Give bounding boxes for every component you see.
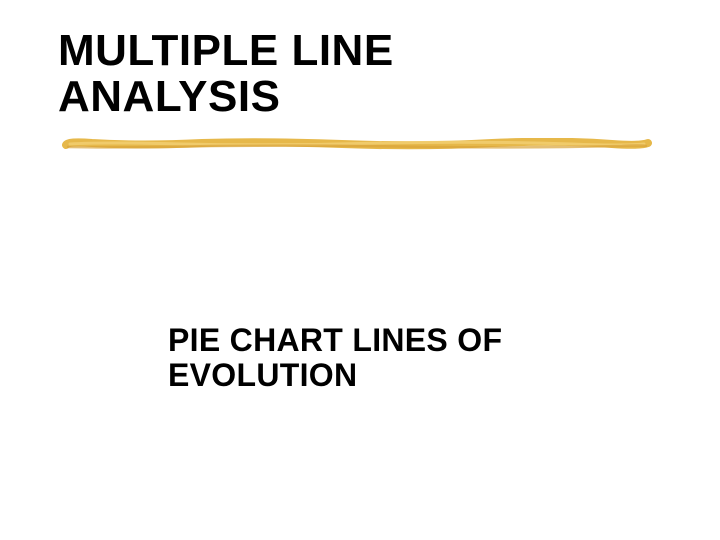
slide-title: MULTIPLE LINE ANALYSIS	[58, 28, 618, 120]
slide-subtitle: PIE CHART LINES OF EVOLUTION	[168, 323, 628, 393]
slide: MULTIPLE LINE ANALYSIS PIE CHART LINES O…	[0, 0, 720, 540]
brush-icon	[62, 138, 652, 152]
divider-line	[62, 138, 652, 152]
